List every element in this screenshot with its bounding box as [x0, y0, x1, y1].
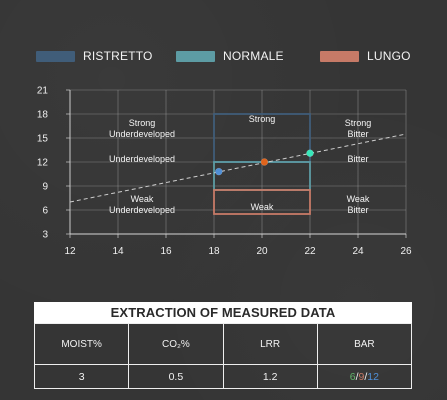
ristretto-swatch — [36, 50, 75, 62]
chart-annotation-6-line-0: Weak — [251, 202, 274, 212]
chart-annotation-2-line-0: Strong — [345, 118, 372, 128]
bar-values: 6 / 9 / 12 — [350, 371, 379, 383]
table-header-bar: BAR — [317, 323, 412, 364]
bar-value-9: 9 — [358, 370, 365, 383]
x-tick-label-16: 16 — [160, 246, 172, 257]
chart-annotation-0-line-1: Underdeveloped — [109, 129, 175, 139]
x-tick-label-14: 14 — [112, 246, 124, 257]
table-header-lrr: LRR — [223, 323, 318, 364]
chart-annotation-7-line-0: Weak — [347, 194, 370, 204]
data-point-3 — [306, 149, 314, 157]
x-tick-label-20: 20 — [256, 246, 268, 257]
chart-annotation-5-line-0: Weak — [131, 194, 154, 204]
table-value-moist: 3 — [35, 364, 130, 388]
chart-annotation-2: Strong Bitter — [345, 118, 372, 139]
table-value-co2: 0.5 — [129, 364, 224, 388]
table-value-bar: 6 / 9 / 12 — [317, 364, 412, 388]
chart-annotation-0: Strong Underdeveloped — [109, 118, 175, 139]
x-tick-label-12: 12 — [64, 246, 76, 257]
y-tick-label-9: 9 — [42, 182, 48, 193]
extraction-chart-area: 3 6 9 12 15 18 21 12 14 16 18 20 22 24 26 Strong Underde… — [0, 78, 447, 268]
x-tick-label-24: 24 — [352, 246, 364, 257]
table-header-co2: CO₂% — [129, 323, 224, 364]
measured-data-table: EXTRACTION OF MEASURED DATA MOIST% CO₂% … — [34, 302, 412, 389]
normale-label: NORMALE — [223, 49, 284, 63]
legend-item-ristretto: RISTRETTO — [36, 46, 153, 66]
y-tick-label-21: 21 — [37, 86, 49, 97]
chart-annotation-3-line-0: Underdeveloped — [109, 154, 175, 164]
data-point-2 — [260, 158, 269, 166]
table-grid: MOIST% CO₂% LRR BAR 3 0.5 1.2 6 / 9 / 12 — [34, 323, 412, 389]
trend-line — [69, 133, 407, 203]
region-lungo — [213, 189, 311, 215]
y-tick-label-15: 15 — [37, 134, 49, 145]
bar-separator-1: / — [355, 370, 359, 383]
legend-item-lungo: LUNGO — [320, 46, 411, 66]
table-value-lrr: 1.2 — [223, 364, 318, 388]
y-tick-label-12: 12 — [37, 158, 49, 169]
chart-annotation-6: Weak — [251, 202, 274, 212]
chart-legend: RISTRETTO NORMALE LUNGO — [36, 46, 416, 70]
chart-annotation-1: Strong — [249, 114, 276, 124]
legend-item-normale: NORMALE — [176, 46, 284, 66]
chart-annotation-5: Weak Underdeveloped — [109, 194, 175, 215]
ristretto-label: RISTRETTO — [83, 49, 153, 63]
table-header-moist: MOIST% — [35, 323, 130, 364]
bar-value-12: 12 — [367, 370, 379, 383]
x-tick-label-26: 26 — [400, 246, 412, 257]
chart-annotation-7-line-1: Bitter — [347, 205, 368, 215]
lungo-label: LUNGO — [367, 49, 411, 63]
y-tick-label-3: 3 — [42, 230, 48, 241]
chart-annotation-5-line-1: Underdeveloped — [109, 205, 175, 215]
chart-annotation-2-line-1: Bitter — [347, 129, 368, 139]
chart-annotation-0-line-0: Strong — [129, 118, 156, 128]
table-title: EXTRACTION OF MEASURED DATA — [34, 302, 412, 323]
normale-swatch — [176, 50, 215, 62]
y-tick-label-6: 6 — [42, 206, 48, 217]
y-tick-label-18: 18 — [37, 110, 49, 121]
data-point-1 — [215, 167, 223, 176]
chart-annotation-3: Underdeveloped — [109, 154, 175, 164]
x-tick-label-18: 18 — [208, 246, 220, 257]
bar-separator-2: / — [364, 370, 368, 383]
lungo-swatch — [320, 50, 359, 62]
chart-annotation-4: Bitter — [347, 154, 368, 164]
bar-value-6: 6 — [349, 370, 356, 383]
chart-annotation-7: Weak Bitter — [347, 194, 370, 215]
chart-annotation-1-line-0: Strong — [249, 114, 276, 124]
chart-annotation-4-line-0: Bitter — [347, 154, 368, 164]
x-tick-label-22: 22 — [304, 246, 316, 257]
